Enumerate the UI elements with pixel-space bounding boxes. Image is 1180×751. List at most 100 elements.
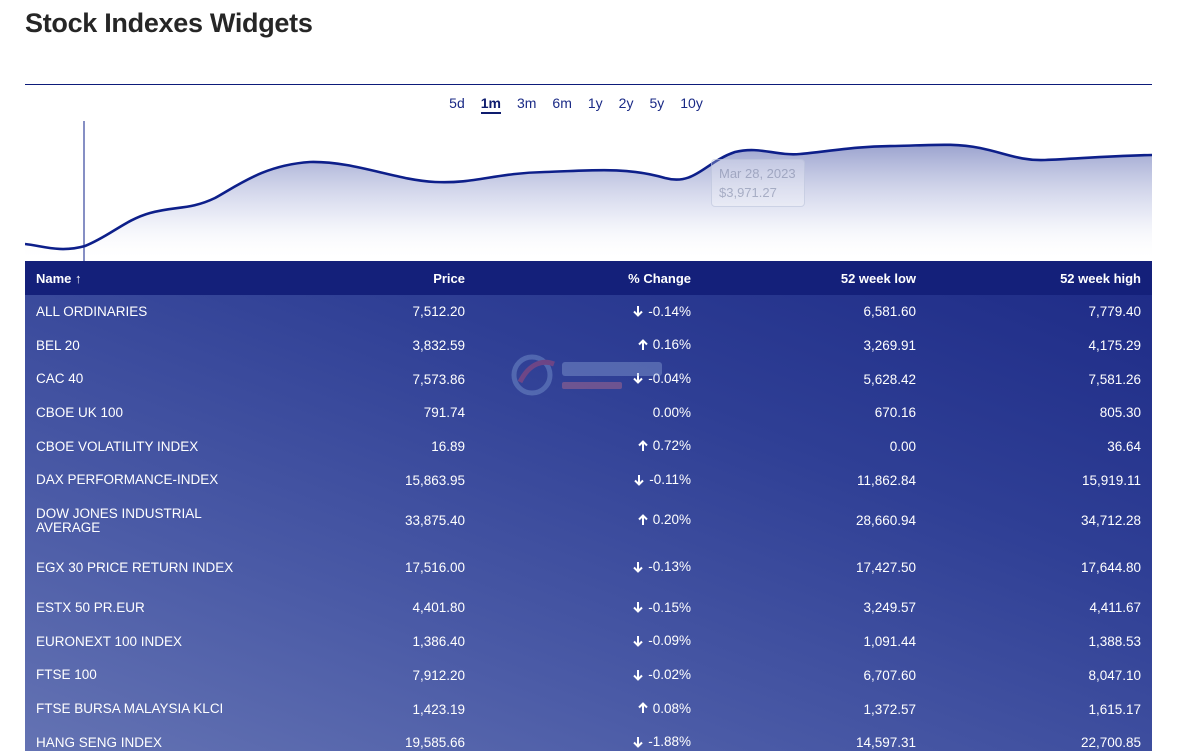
cell-52w-low: 6,707.60	[863, 667, 916, 683]
cell-price: 17,516.00	[404, 560, 465, 576]
change-value: 0.20%	[637, 512, 691, 527]
cell-price: 15,863.95	[404, 472, 465, 488]
range-tab-label: 10y	[680, 95, 703, 111]
cell-change: 0.20%	[465, 512, 691, 529]
cell-52w-high: 36.64	[1107, 439, 1141, 455]
chart-line	[25, 143, 1152, 251]
table-row[interactable]: CBOE VOLATILITY INDEX 16.89 0.72% 0.00 36.64	[25, 430, 1152, 464]
table-row[interactable]: DOW JONES INDUSTRIAL AVERAGE 33,875.40 0.2…	[25, 497, 1152, 544]
arrow-up-icon	[638, 513, 648, 525]
cell-name: CBOE UK 100	[36, 404, 124, 420]
cell-52w-low: 14,597.31	[855, 735, 916, 751]
header-52w-low[interactable]: 52 week low	[840, 270, 916, 286]
cell-name: HANG SENG INDEX	[36, 734, 163, 750]
chart-svg	[25, 121, 1152, 261]
table-row[interactable]: ALL ORDINARIES 7,512.20 -0.14% 6,581.60 7,77…	[25, 295, 1152, 329]
change-text: -0.04%	[648, 370, 691, 386]
change-value: 0.00%	[653, 405, 691, 420]
header-name[interactable]: Name ↑	[36, 270, 82, 286]
cell-change: -0.04%	[465, 371, 691, 388]
cell-change: -0.02%	[465, 667, 691, 684]
cell-52w-high: 15,919.11	[1081, 472, 1141, 488]
range-tab-5d[interactable]: 5d	[441, 93, 473, 113]
cell-52w-high: 4,411.67	[1089, 600, 1141, 616]
change-text: 0.72%	[652, 438, 691, 454]
arrow-down-icon	[633, 373, 643, 385]
table-row[interactable]: EGX 30 PRICE RETURN INDEX 17,516.00 -0.13%…	[25, 544, 1152, 591]
range-tab-1m[interactable]: 1m	[473, 93, 509, 114]
table-row[interactable]: EURONEXT 100 INDEX 1,386.40 -0.09% 1,091.44…	[25, 625, 1152, 659]
change-value: 0.08%	[637, 701, 691, 716]
range-tab-1y[interactable]: 1y	[580, 93, 611, 113]
index-table: Name ↑ Price % Change 52 week low 52 wee…	[25, 261, 1152, 751]
cell-price: 16.89	[431, 439, 465, 455]
range-tab-3m[interactable]: 3m	[509, 93, 544, 113]
range-tab-2y[interactable]: 2y	[611, 93, 642, 113]
cell-change: -0.11%	[465, 472, 691, 489]
table-row[interactable]: CBOE UK 100 791.74 0.00% 670.16 805.30	[25, 396, 1152, 430]
cell-52w-low: 3,269.91	[863, 338, 916, 354]
table-row[interactable]: HANG SENG INDEX 19,585.66 -1.88% 14,597.31 2…	[25, 726, 1152, 751]
cell-52w-high: 7,779.40	[1088, 304, 1141, 320]
table-row[interactable]: DAX PERFORMANCE-INDEX 15,863.95 -0.11% 11,8…	[25, 463, 1152, 497]
table-row[interactable]: FTSE BURSA MALAYSIA KLCI 1,423.19 0.08% 1,3…	[25, 692, 1152, 726]
arrow-down-icon	[633, 306, 643, 318]
cell-price: 4,401.80	[412, 600, 465, 616]
cell-change: -0.14%	[465, 304, 691, 321]
change-text: -0.14%	[648, 303, 691, 319]
change-text: 0.16%	[652, 337, 691, 353]
tooltip-date: Mar 28, 2023	[719, 166, 796, 181]
cell-name: EGX 30 PRICE RETURN INDEX	[36, 559, 234, 575]
cell-name: DOW JONES INDUSTRIAL AVERAGE	[36, 505, 202, 535]
cell-52w-low: 3,249.57	[863, 600, 916, 616]
change-text: -0.11%	[649, 472, 691, 488]
cell-name: BEL 20	[36, 337, 80, 353]
cell-price: 1,423.19	[412, 701, 465, 717]
cell-name: CAC 40	[36, 371, 84, 387]
cell-change: 0.72%	[465, 438, 691, 455]
cell-price: 19,585.66	[404, 735, 465, 751]
index-chart[interactable]	[25, 118, 1152, 261]
chart-tooltip: Mar 28, 2023 $3,971.27	[711, 159, 805, 207]
cell-change: 0.16%	[465, 337, 691, 354]
header-52w-high[interactable]: 52 week high	[1060, 270, 1141, 286]
divider	[25, 84, 1152, 85]
cell-52w-high: 7,581.26	[1088, 371, 1141, 387]
cell-52w-low: 1,372.57	[863, 701, 916, 717]
arrow-up-icon	[638, 439, 648, 451]
range-tab-5y[interactable]: 5y	[641, 93, 672, 113]
header-price[interactable]: Price	[433, 270, 465, 286]
cell-name: DAX PERFORMANCE-INDEX	[36, 472, 219, 488]
change-text: -1.88%	[648, 734, 691, 750]
arrow-up-icon	[638, 702, 648, 714]
cell-52w-low: 17,427.50	[855, 560, 916, 576]
chart-area-fill	[25, 144, 1152, 261]
range-tab-6m[interactable]: 6m	[544, 93, 579, 113]
range-tab-label: 3m	[516, 95, 537, 111]
cell-52w-high: 1,388.53	[1088, 634, 1141, 650]
cell-52w-high: 34,712.28	[1080, 513, 1141, 529]
range-tab-10y[interactable]: 10y	[672, 93, 711, 113]
table-row[interactable]: FTSE 100 7,912.20 -0.02% 6,707.60 8,047.10	[25, 659, 1152, 693]
change-value: -0.13%	[632, 559, 691, 574]
table-body: ALL ORDINARIES 7,512.20 -0.14% 6,581.60 7,77…	[25, 295, 1152, 751]
table-row[interactable]: ESTX 50 PR.EUR 4,401.80 -0.15% 3,249.57 4,41…	[25, 591, 1152, 625]
header-change[interactable]: % Change	[628, 270, 691, 286]
change-value: 0.16%	[637, 337, 691, 352]
arrow-up-icon	[638, 338, 648, 350]
cell-change: -0.13%	[465, 559, 691, 576]
cell-price: 1,386.40	[412, 634, 465, 650]
table-row[interactable]: BEL 20 3,832.59 0.16% 3,269.91 4,175.29	[25, 329, 1152, 363]
change-text: -0.02%	[648, 667, 691, 683]
cell-name: FTSE 100	[36, 667, 97, 683]
range-tab-label: 5d	[449, 95, 465, 111]
cell-price: 7,512.20	[412, 304, 465, 320]
tooltip-value: $3,971.27	[719, 185, 777, 200]
arrow-down-icon	[633, 736, 643, 748]
range-tab-label: 2y	[618, 95, 634, 111]
change-value: -0.15%	[632, 600, 691, 615]
cell-52w-high: 17,644.80	[1080, 560, 1141, 576]
cell-price: 33,875.40	[404, 513, 465, 529]
change-text: -0.09%	[648, 633, 691, 649]
table-row[interactable]: CAC 40 7,573.86 -0.04% 5,628.42 7,581.26	[25, 362, 1152, 396]
